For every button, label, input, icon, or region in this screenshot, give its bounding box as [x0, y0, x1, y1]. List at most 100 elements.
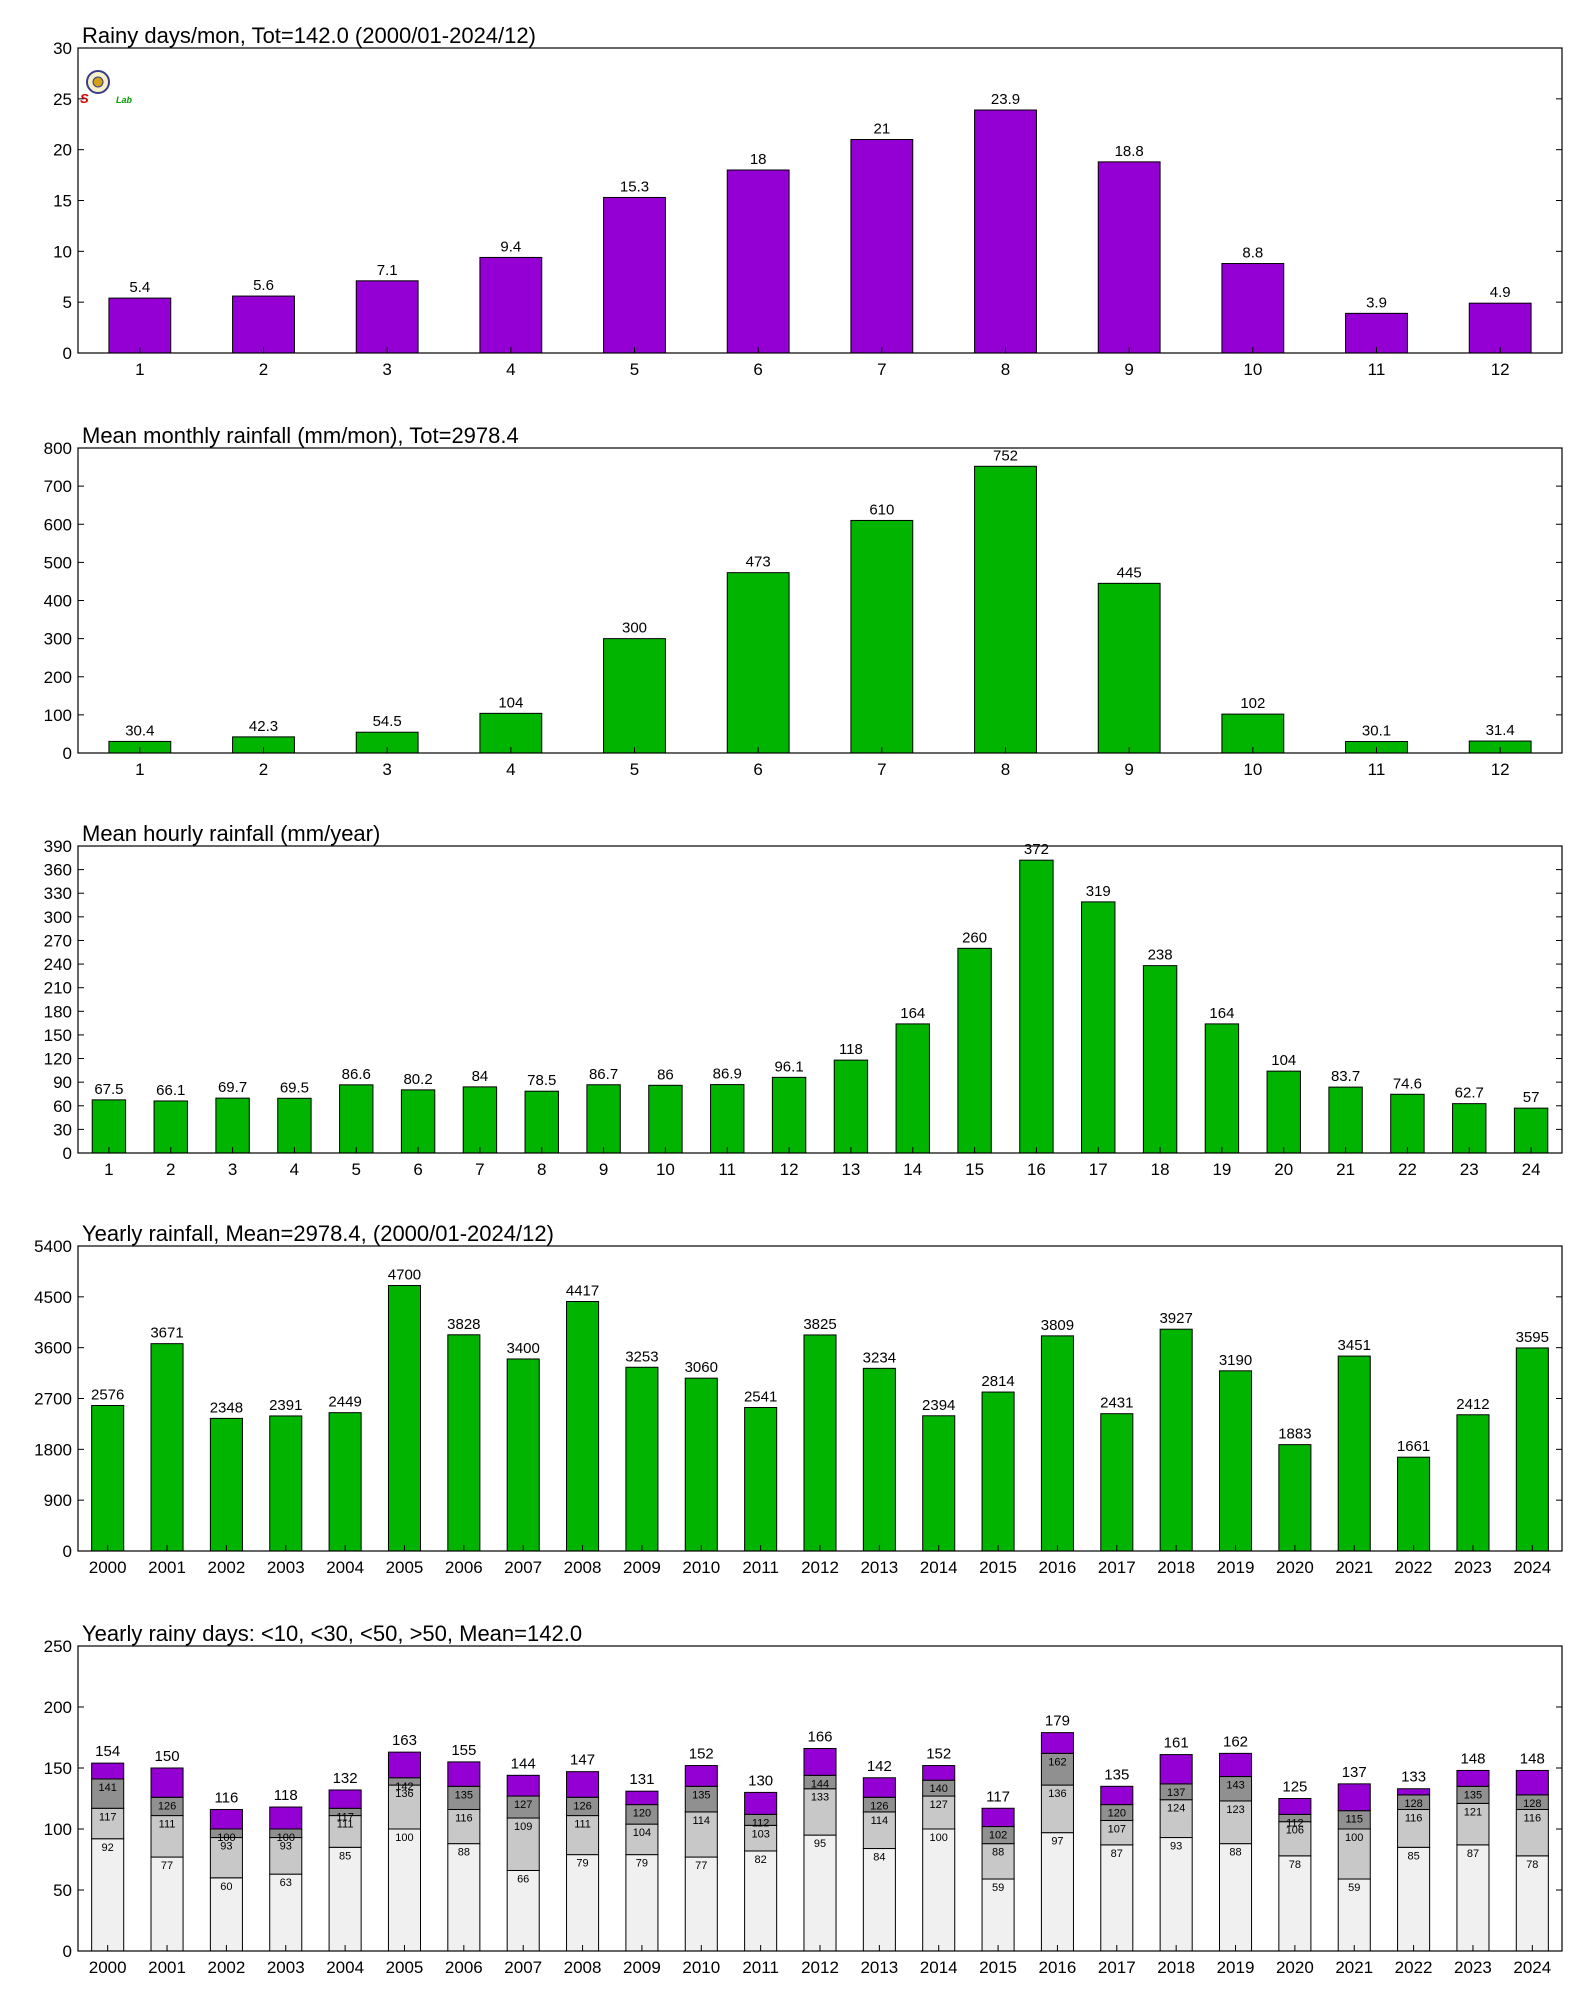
bar-segment-label: 93 [220, 1841, 232, 1853]
x-tick-label: 12 [1491, 360, 1510, 379]
bar [1097, 582, 1161, 754]
bar-value-label: 78.5 [527, 1072, 556, 1089]
bar-segment-label: 124 [1167, 1803, 1185, 1815]
x-tick-label: 2000 [89, 1558, 127, 1577]
bar [603, 196, 666, 354]
bar-segment-label: 87 [1111, 1848, 1123, 1860]
bar-value-label: 3060 [685, 1359, 718, 1376]
bar-segment-label: 140 [930, 1783, 948, 1795]
bar-total-label: 155 [451, 1742, 476, 1759]
x-tick-label: 10 [1243, 760, 1262, 779]
bar-seg-lt30 [328, 1815, 362, 1848]
bar [566, 1301, 600, 1552]
bar-value-label: 5.4 [129, 279, 150, 296]
bar-total-label: 161 [1164, 1735, 1189, 1752]
bar [479, 256, 543, 354]
bar-seg-gt50 [1397, 1788, 1431, 1796]
x-tick-label: 2010 [682, 1558, 720, 1577]
bar [462, 1086, 498, 1154]
bar-value-label: 4700 [388, 1267, 421, 1284]
x-tick-label: 2019 [1217, 1958, 1255, 1977]
bar-value-label: 86.9 [713, 1066, 742, 1083]
y-tick-label: 150 [44, 1759, 72, 1778]
bar-total-label: 144 [511, 1755, 536, 1772]
bar-segment-label: 97 [1051, 1836, 1063, 1848]
bar-segment-label: 88 [992, 1847, 1004, 1859]
bar [625, 1366, 659, 1552]
bar-total-label: 131 [629, 1771, 654, 1788]
bar [726, 572, 790, 754]
x-tick-label: 3 [228, 1160, 237, 1179]
x-tick-label: 6 [413, 1160, 422, 1179]
x-tick-label: 23 [1460, 1160, 1479, 1179]
bar-value-label: 83.7 [1331, 1068, 1360, 1085]
x-tick-label: 2001 [148, 1958, 186, 1977]
x-tick-label: 2024 [1513, 1958, 1551, 1977]
x-tick-label: 9 [1124, 360, 1133, 379]
bar-segment-label: 127 [514, 1799, 532, 1811]
x-tick-label: 2024 [1513, 1558, 1551, 1577]
bar-seg-gt50 [684, 1765, 718, 1787]
bar [447, 1334, 481, 1552]
bar-seg-lt30 [269, 1837, 303, 1875]
bar-segment-label: 78 [1289, 1859, 1301, 1871]
bar-value-label: 3234 [863, 1349, 896, 1366]
x-tick-label: 2022 [1395, 1558, 1433, 1577]
x-tick-label: 2016 [1039, 1558, 1077, 1577]
bar-total-label: 142 [867, 1758, 892, 1775]
bar [648, 1084, 683, 1154]
chart-panel-1: Rainy days/mon, Tot=142.0 (2000/01-2024/… [53, 23, 1563, 379]
bar-seg-lt30 [91, 1807, 125, 1840]
chart-panel-4: Yearly rainfall, Mean=2978.4, (2000/01-2… [34, 1221, 1563, 1577]
bar [1221, 713, 1285, 754]
bar-value-label: 80.2 [403, 1071, 432, 1088]
bar-value-label: 102 [1240, 695, 1265, 712]
y-tick-label: 5400 [34, 1237, 72, 1256]
chart-title: Rainy days/mon, Tot=142.0 (2000/01-2024/… [82, 23, 536, 48]
bar-seg-lt10 [1397, 1846, 1431, 1952]
x-tick-label: 2014 [920, 1958, 958, 1977]
x-tick-label: 2011 [742, 1958, 779, 1977]
x-tick-label: 2010 [682, 1958, 720, 1977]
bar [1142, 965, 1178, 1154]
x-tick-label: 2023 [1454, 1558, 1492, 1577]
bar-total-label: 137 [1342, 1764, 1367, 1781]
bar [1278, 1444, 1312, 1552]
bar [209, 1417, 243, 1552]
x-tick-label: 2 [259, 760, 268, 779]
y-tick-label: 250 [44, 1637, 72, 1656]
bar-seg-gt50 [981, 1807, 1015, 1828]
bar-seg-gt50 [625, 1790, 659, 1806]
bar-value-label: 67.5 [94, 1081, 123, 1098]
x-tick-label: 11 [718, 1160, 736, 1179]
bar-seg-lt10 [1040, 1832, 1074, 1952]
x-tick-label: 24 [1522, 1160, 1541, 1179]
y-tick-label: 180 [44, 1002, 72, 1021]
x-tick-label: 2005 [386, 1558, 424, 1577]
bar-value-label: 84 [472, 1068, 489, 1085]
y-tick-label: 600 [44, 515, 72, 534]
bar-seg-lt30 [387, 1784, 422, 1830]
bar [1204, 1023, 1240, 1154]
bar-segment-label: 59 [992, 1882, 1004, 1894]
bar-seg-lt10 [862, 1848, 896, 1952]
bar-seg-lt30 [566, 1815, 600, 1856]
bar-seg-lt50 [1040, 1752, 1074, 1786]
bar [1266, 1070, 1301, 1154]
bar-seg-gt50 [1159, 1754, 1193, 1785]
y-tick-label: 400 [44, 592, 72, 611]
x-tick-label: 10 [656, 1160, 675, 1179]
bar [153, 1100, 188, 1154]
bar-segment-label: 144 [811, 1778, 829, 1790]
x-tick-label: 2017 [1098, 1958, 1136, 1977]
bar-seg-gt50 [91, 1762, 125, 1780]
bar-value-label: 7.1 [377, 262, 398, 279]
bar-value-label: 3451 [1338, 1337, 1371, 1354]
bar-seg-gt50 [1040, 1732, 1074, 1754]
bar [1221, 263, 1285, 354]
x-tick-label: 2023 [1454, 1958, 1492, 1977]
x-tick-label: 2013 [860, 1958, 898, 1977]
x-tick-label: 11 [1368, 360, 1386, 379]
y-tick-label: 90 [53, 1073, 72, 1092]
bar-segment-label: 120 [633, 1808, 651, 1820]
